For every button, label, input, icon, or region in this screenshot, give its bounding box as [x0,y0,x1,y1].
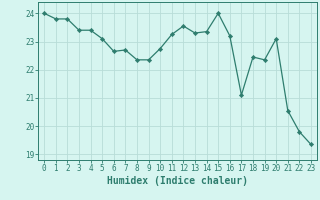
X-axis label: Humidex (Indice chaleur): Humidex (Indice chaleur) [107,176,248,186]
